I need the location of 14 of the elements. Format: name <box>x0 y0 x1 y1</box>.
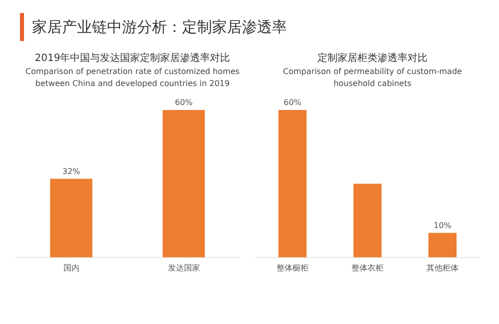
data-label: 10% <box>434 220 452 230</box>
data-label: 60% <box>284 98 302 108</box>
x-tick-label: 整体橱柜 <box>276 263 308 272</box>
data-label: 60% <box>174 98 194 108</box>
x-tick-label: 其他柜体 <box>426 263 458 272</box>
x-tick-label: 发达国家 <box>168 263 200 272</box>
chart-title: 2019年中国与发达国家定制家居渗透率对比 <box>34 52 232 66</box>
x-tick-label: 国内 <box>63 263 80 272</box>
text: 家居产业链中游分析：定制家居渗透率 <box>32 18 287 36</box>
data-label: 32% <box>62 166 81 176</box>
chart-subtitle: Comparison of permeability of custom-made household cabinets <box>282 66 463 90</box>
x-tick-label: 整体衣柜 <box>352 263 384 272</box>
chart-subtitle: Comparison of penetration rate of customized homes between China and developed countries in 2019 <box>24 66 241 90</box>
chart-title: 定制家居柜类渗透率对比 <box>316 52 428 66</box>
